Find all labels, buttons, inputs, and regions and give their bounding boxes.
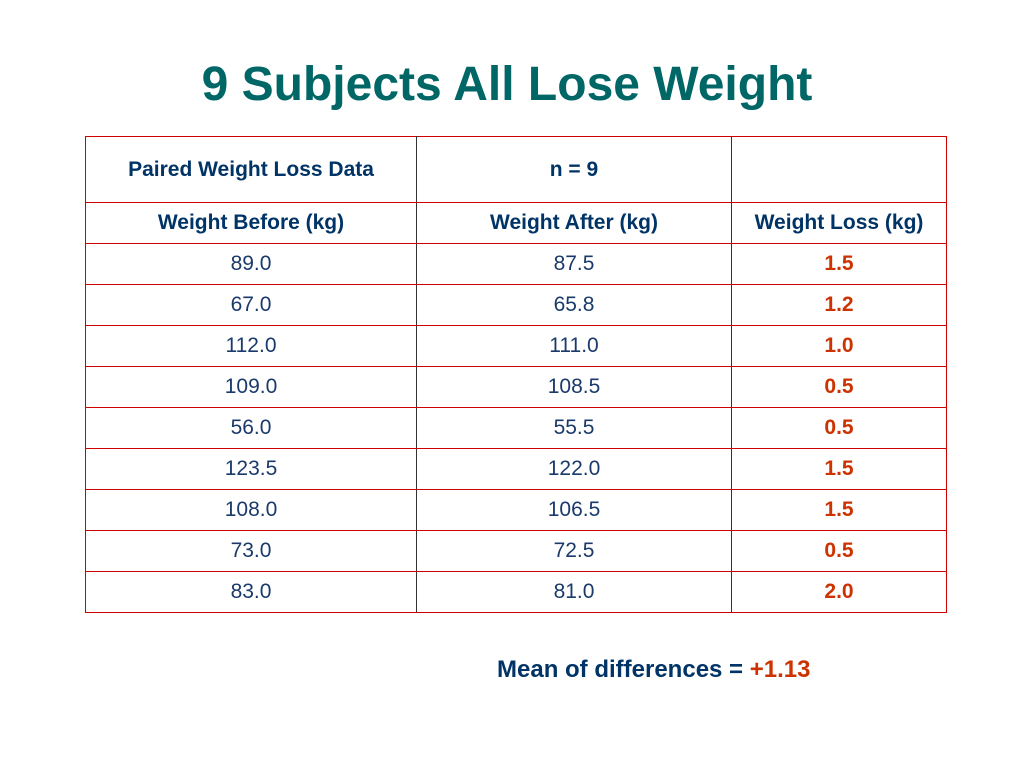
weight-before-cell: 123.5 xyxy=(85,448,417,490)
weight-after-cell: 111.0 xyxy=(416,325,732,367)
mean-label: Mean of differences = xyxy=(497,656,750,683)
table-row: 83.0 81.0 2.0 xyxy=(85,571,947,613)
weight-loss-cell: 0.5 xyxy=(731,366,947,408)
weight-loss-table: Paired Weight Loss Data n = 9 Weight Bef… xyxy=(85,136,947,613)
weight-before-cell: 108.0 xyxy=(85,489,417,531)
empty-meta-cell xyxy=(731,136,947,203)
weight-loss-cell: 0.5 xyxy=(731,530,947,572)
table-row: 108.0 106.5 1.5 xyxy=(85,489,947,531)
table-row: 56.0 55.5 0.5 xyxy=(85,407,947,449)
weight-after-cell: 55.5 xyxy=(416,407,732,449)
weight-loss-cell: 1.0 xyxy=(731,325,947,367)
table-body: 89.0 87.5 1.5 67.0 65.8 1.2 112.0 111.0 1.0 109.0… xyxy=(85,243,947,613)
header-weight-before: Weight Before (kg) xyxy=(85,202,417,244)
weight-after-cell: 72.5 xyxy=(416,530,732,572)
mean-value: +1.13 xyxy=(749,656,811,683)
weight-after-cell: 81.0 xyxy=(416,571,732,613)
table-caption-cell: Paired Weight Loss Data xyxy=(85,136,417,203)
table-row: 109.0 108.5 0.5 xyxy=(85,366,947,408)
weight-before-cell: 67.0 xyxy=(85,284,417,326)
weight-after-cell: 108.5 xyxy=(416,366,732,408)
weight-loss-cell: 1.5 xyxy=(731,489,947,531)
mean-of-differences: Mean of differences = +1.13 xyxy=(497,656,810,684)
slide-title: 9 Subjects All Lose Weight xyxy=(201,58,813,111)
weight-before-cell: 73.0 xyxy=(85,530,417,572)
weight-loss-cell: 1.5 xyxy=(731,448,947,490)
table-row: 73.0 72.5 0.5 xyxy=(85,530,947,572)
weight-before-cell: 83.0 xyxy=(85,571,417,613)
table-row: 112.0 111.0 1.0 xyxy=(85,325,947,367)
table-row: 89.0 87.5 1.5 xyxy=(85,243,947,285)
weight-after-cell: 65.8 xyxy=(416,284,732,326)
weight-before-cell: 109.0 xyxy=(85,366,417,408)
weight-before-cell: 56.0 xyxy=(85,407,417,449)
weight-after-cell: 87.5 xyxy=(416,243,732,285)
header-weight-loss: Weight Loss (kg) xyxy=(731,202,947,244)
header-weight-after: Weight After (kg) xyxy=(416,202,732,244)
table-row: 67.0 65.8 1.2 xyxy=(85,284,947,326)
table-row: 123.5 122.0 1.5 xyxy=(85,448,947,490)
weight-loss-cell: 1.5 xyxy=(731,243,947,285)
weight-after-cell: 106.5 xyxy=(416,489,732,531)
weight-loss-cell: 1.2 xyxy=(731,284,947,326)
weight-before-cell: 89.0 xyxy=(85,243,417,285)
weight-before-cell: 112.0 xyxy=(85,325,417,367)
table-meta-row: Paired Weight Loss Data n = 9 xyxy=(85,136,947,203)
weight-after-cell: 122.0 xyxy=(416,448,732,490)
sample-size-cell: n = 9 xyxy=(416,136,732,203)
weight-loss-cell: 2.0 xyxy=(731,571,947,613)
weight-loss-cell: 0.5 xyxy=(731,407,947,449)
table-header-row: Weight Before (kg) Weight After (kg) Wei… xyxy=(85,202,947,244)
